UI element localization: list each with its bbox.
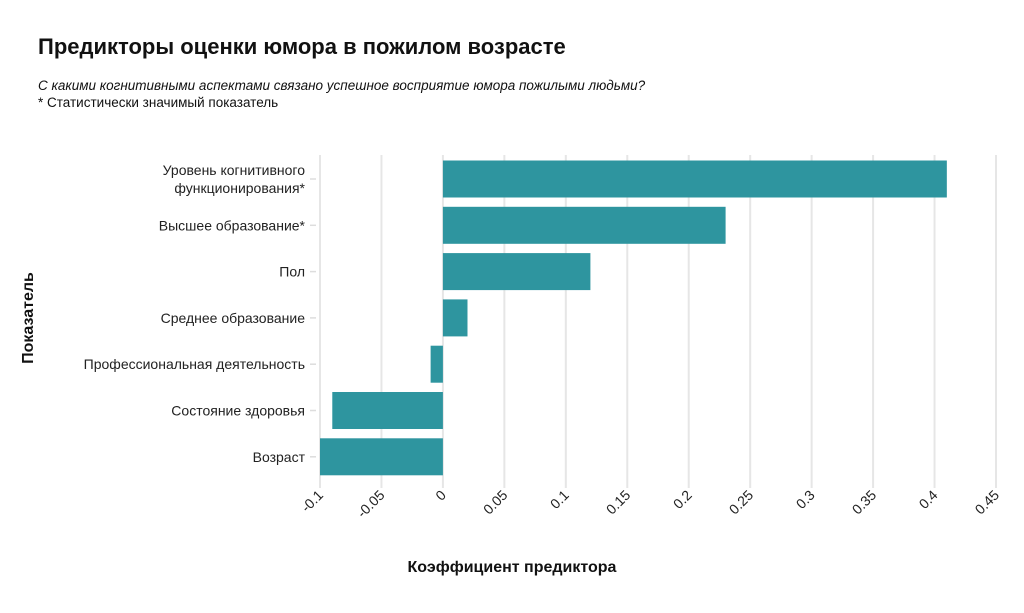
- x-tick-label: 0.4: [916, 487, 941, 512]
- bar: [442, 299, 468, 337]
- x-tick-label: 0.1: [547, 487, 572, 512]
- x-tick-label: 0.05: [480, 487, 511, 518]
- bar: [442, 253, 591, 291]
- y-tick-label: Уровень когнитивного: [163, 162, 306, 178]
- x-tick-label: 0.2: [670, 487, 695, 512]
- x-tick-label: 0.45: [972, 487, 1003, 518]
- bar: [320, 438, 443, 476]
- bar: [442, 160, 947, 198]
- x-tick-label: 0: [432, 487, 449, 504]
- y-tick-label: Профессиональная деятельность: [84, 356, 305, 372]
- x-tick-label: -0.05: [354, 487, 388, 521]
- y-axis-title: Показатель: [20, 272, 37, 364]
- y-tick-label: Высшее образование*: [159, 217, 306, 233]
- bar: [442, 206, 726, 244]
- x-tick-label: 0.15: [603, 487, 634, 518]
- chart-title: Предикторы оценки юмора в пожилом возрас…: [38, 34, 566, 59]
- y-tick-label: Состояние здоровья: [171, 403, 305, 419]
- x-tick-label: -0.1: [298, 487, 327, 516]
- bar: [332, 392, 443, 429]
- y-tick-label: Возраст: [253, 449, 306, 465]
- significance-note: * Статистически значимый показатель: [38, 95, 279, 110]
- y-tick-label: Пол: [279, 264, 305, 280]
- y-tick-label: функционирования*: [174, 180, 305, 196]
- x-axis-title: Коэффициент предиктора: [408, 559, 617, 576]
- chart-subtitle: С какими когнитивными аспектами связано …: [38, 78, 646, 93]
- x-tick-label: 0.35: [849, 487, 880, 518]
- x-tick-label: 0.25: [726, 487, 757, 518]
- y-tick-label: Среднее образование: [161, 310, 306, 326]
- bar: [430, 345, 443, 383]
- x-tick-label: 0.3: [793, 487, 818, 512]
